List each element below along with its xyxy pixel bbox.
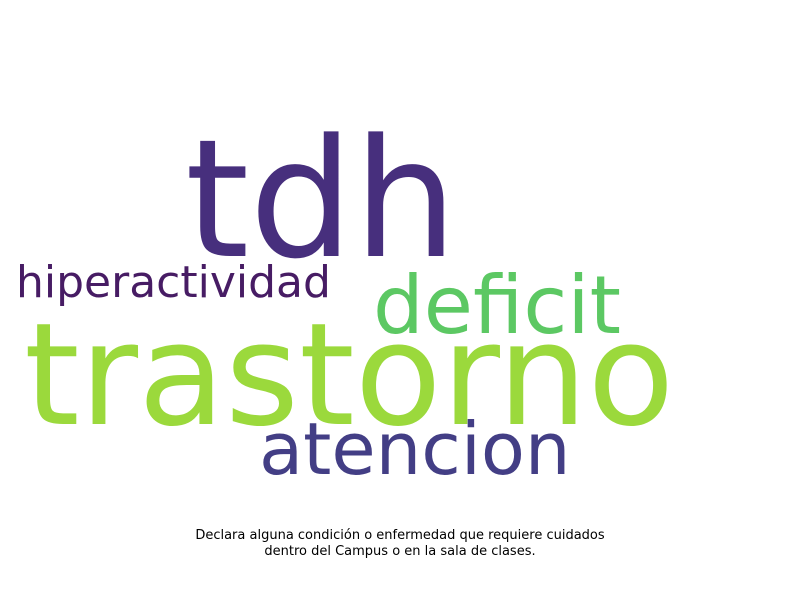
word-deficit: deficit bbox=[373, 259, 621, 352]
caption-line-1: Declara alguna condición o enfermedad qu… bbox=[195, 528, 605, 543]
word-trastorno: trastorno bbox=[24, 293, 675, 458]
word-atencion: atencion bbox=[259, 407, 571, 491]
word-hiperactividad: hiperactividad bbox=[16, 257, 331, 308]
figure-caption: Declara alguna condición o enfermedad qu… bbox=[0, 528, 800, 560]
word-tdh: tdh bbox=[185, 104, 458, 295]
caption-line-2: dentro del Campus o en la sala de clases… bbox=[264, 544, 536, 559]
